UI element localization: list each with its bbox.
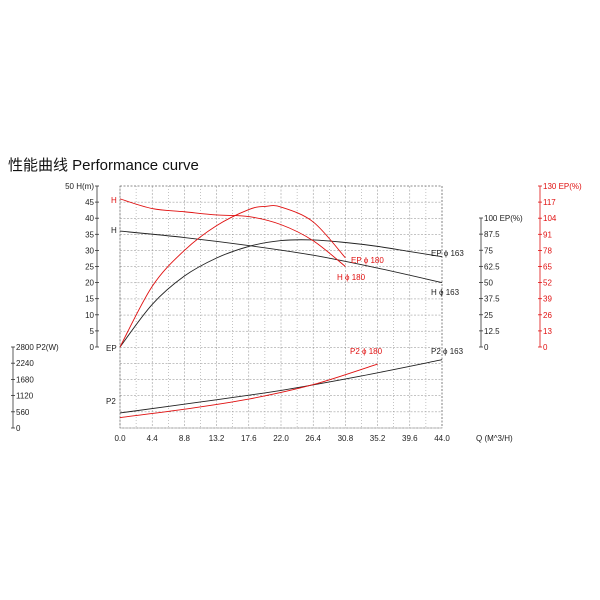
ep_black-tick-label: 12.5 <box>484 327 500 336</box>
ep_black-tick-label: 62.5 <box>484 262 500 271</box>
x-tick-label: 13.2 <box>209 434 225 443</box>
series-line-h-180 <box>119 198 346 267</box>
ep_red-tick-label: 0 <box>543 343 548 352</box>
head-axis-title: 50 H(m) <box>65 182 94 191</box>
ep_red-tick-label: 26 <box>543 311 552 320</box>
x-tick-label: 22.0 <box>273 434 289 443</box>
ep_red-tick-label: 104 <box>543 214 557 223</box>
chart-grid <box>119 185 443 429</box>
x-axis-label: Q (M^3/H) <box>476 434 513 443</box>
x-tick-label: 4.4 <box>147 434 159 443</box>
plot-frame <box>119 185 443 429</box>
head-tick-label: 5 <box>90 327 95 336</box>
p2-tick-label: 2240 <box>16 359 34 368</box>
p2-tick-label: 0 <box>16 424 21 433</box>
p2-axis-title: 2800 P2(W) <box>16 343 59 352</box>
curve-label: EP ϕ 163 <box>431 249 464 258</box>
ep_red-tick-label: 91 <box>543 230 552 239</box>
x-tick-label: 17.6 <box>241 434 257 443</box>
ep_black-tick-label: 50 <box>484 279 493 288</box>
series-line-p2-163 <box>119 359 443 414</box>
head-tick-label: 25 <box>85 263 94 272</box>
ep_red-tick-label: 78 <box>543 246 552 255</box>
series-line-p2-180 <box>119 363 378 419</box>
ep_black-tick-label: 25 <box>484 311 493 320</box>
x-tick-label: 39.6 <box>402 434 418 443</box>
ep_red-tick-label: 52 <box>543 279 552 288</box>
x-tick-label: 44.0 <box>434 434 450 443</box>
p2-tick-label: 1680 <box>16 375 34 384</box>
head-tick-label: 35 <box>85 230 94 239</box>
p2-tick-label: 560 <box>16 408 30 417</box>
chart-curves <box>119 198 443 419</box>
chart-axes: 0.0 4.4 8.8 13.2 17.6 22.0 26.4 30.8 35.2 39.6 44.… <box>11 182 582 443</box>
series-line-ep-163 <box>119 239 443 348</box>
head-tick-label: 40 <box>85 214 94 223</box>
curve-label: P2 <box>106 397 116 406</box>
ep_black-tick-label: 37.5 <box>484 295 500 304</box>
ep_black-tick-label: 75 <box>484 246 493 255</box>
ep_red-tick-label: 117 <box>543 198 556 207</box>
curve-label: H ϕ 180 <box>337 273 366 282</box>
p2-tick-label: 1120 <box>16 392 34 401</box>
head-tick-label: 30 <box>85 246 94 255</box>
curve-label: P2 ϕ 180 <box>350 347 383 356</box>
curve-label: H <box>111 196 117 205</box>
curve-label: EP ϕ 180 <box>351 256 384 265</box>
ep_black-tick-label: 0 <box>484 343 489 352</box>
chart-title: 性能曲线 Performance curve <box>8 157 199 174</box>
head-tick-label: 10 <box>85 311 94 320</box>
head-tick-label: 45 <box>85 198 94 207</box>
ep_red-tick-label: 39 <box>543 295 552 304</box>
x-tick-label: 0.0 <box>114 434 126 443</box>
head-tick-label: 15 <box>85 295 94 304</box>
curve-label: P2 ϕ 163 <box>431 347 464 356</box>
x-tick-label: 35.2 <box>370 434 386 443</box>
x-tick-label: 26.4 <box>305 434 321 443</box>
x-tick-label: 30.8 <box>338 434 354 443</box>
chart-labels: H H EP P2 EP ϕ 163 H ϕ 163 P2 ϕ 163 EP ϕ 180 H ϕ… <box>106 196 464 406</box>
ep_red-axis-title: 130 EP(%) <box>543 182 582 191</box>
curve-label: EP <box>106 344 117 353</box>
series-line-h-163 <box>119 230 443 284</box>
curve-label: H ϕ 163 <box>431 288 460 297</box>
head-tick-label: 20 <box>85 279 94 288</box>
curve-label: H <box>111 226 117 235</box>
series-line-ep-180 <box>119 205 346 348</box>
ep_red-tick-label: 13 <box>543 327 552 336</box>
head-tick-label: 0 <box>90 343 95 352</box>
ep_black-tick-label: 87.5 <box>484 230 500 239</box>
x-tick-label: 8.8 <box>179 434 191 443</box>
ep_black-axis-title: 100 EP(%) <box>484 214 523 223</box>
ep_red-tick-label: 65 <box>543 263 552 272</box>
